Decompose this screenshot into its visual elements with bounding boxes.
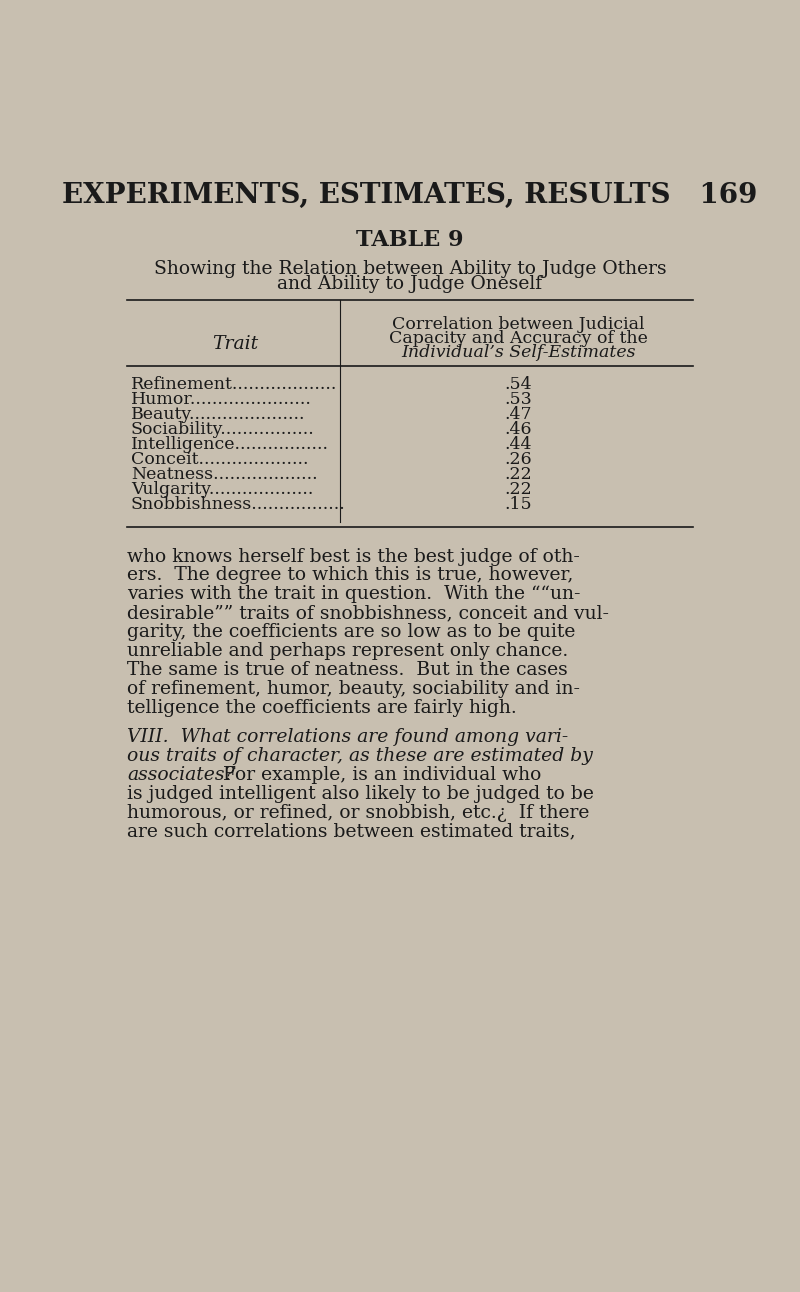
Text: EXPERIMENTS, ESTIMATES, RESULTS   169: EXPERIMENTS, ESTIMATES, RESULTS 169: [62, 182, 758, 208]
Text: Beauty.....................: Beauty.....................: [131, 406, 306, 422]
Text: .47: .47: [505, 406, 532, 422]
Text: are such correlations between estimated traits,: are such correlations between estimated …: [127, 823, 576, 841]
Text: telligence the coefficients are fairly high.: telligence the coefficients are fairly h…: [127, 699, 517, 717]
Text: is judged intelligent also likely to be judged to be: is judged intelligent also likely to be …: [127, 784, 594, 802]
Text: .15: .15: [505, 496, 532, 513]
Text: .22: .22: [505, 481, 532, 499]
Text: associates?: associates?: [127, 766, 234, 784]
Text: humorous, or refined, or snobbish, etc.¿  If there: humorous, or refined, or snobbish, etc.¿…: [127, 804, 590, 822]
Text: of refinement, humor, beauty, sociability and in-: of refinement, humor, beauty, sociabilit…: [127, 680, 580, 698]
Text: .26: .26: [505, 451, 532, 468]
Text: .53: .53: [505, 391, 532, 408]
Text: and Ability to Judge Oneself: and Ability to Judge Oneself: [278, 275, 542, 293]
Text: Correlation between Judicial: Correlation between Judicial: [392, 317, 645, 333]
Text: varies with the trait in question.  With the ““un-: varies with the trait in question. With …: [127, 585, 581, 603]
Text: ers.  The degree to which this is true, however,: ers. The degree to which this is true, h…: [127, 566, 574, 584]
Text: Refinement...................: Refinement...................: [131, 376, 338, 393]
Text: Conceit....................: Conceit....................: [131, 451, 309, 468]
Text: Showing the Relation between Ability to Judge Others: Showing the Relation between Ability to …: [154, 260, 666, 278]
Text: Individual’s Self-Estimates: Individual’s Self-Estimates: [402, 344, 636, 360]
Text: Vulgarity...................: Vulgarity...................: [131, 481, 314, 499]
Text: .46: .46: [505, 421, 532, 438]
Text: .22: .22: [505, 466, 532, 483]
Text: VIII.  What correlations are found among vari-: VIII. What correlations are found among …: [127, 729, 568, 747]
Text: who knows herself best is the best judge of oth-: who knows herself best is the best judge…: [127, 548, 580, 566]
Text: Trait: Trait: [213, 335, 258, 353]
Text: Humor......................: Humor......................: [131, 391, 312, 408]
Text: Intelligence.................: Intelligence.................: [131, 437, 329, 453]
Text: Sociability.................: Sociability.................: [131, 421, 314, 438]
Text: unreliable and perhaps represent only chance.: unreliable and perhaps represent only ch…: [127, 642, 568, 660]
Text: .54: .54: [505, 376, 532, 393]
Text: For example, is an individual who: For example, is an individual who: [211, 766, 542, 784]
Text: desirable”” traits of snobbishness, conceit and vul-: desirable”” traits of snobbishness, conc…: [127, 605, 609, 623]
Text: TABLE 9: TABLE 9: [356, 229, 464, 251]
Text: Neatness...................: Neatness...................: [131, 466, 318, 483]
Text: garity, the coefficients are so low as to be quite: garity, the coefficients are so low as t…: [127, 623, 575, 641]
Text: ous traits of character, as these are estimated by: ous traits of character, as these are es…: [127, 747, 593, 765]
Text: The same is true of neatness.  But in the cases: The same is true of neatness. But in the…: [127, 660, 568, 678]
Text: Capacity and Accuracy of the: Capacity and Accuracy of the: [389, 329, 648, 346]
Text: Snobbishness.................: Snobbishness.................: [131, 496, 346, 513]
Text: .44: .44: [505, 437, 532, 453]
